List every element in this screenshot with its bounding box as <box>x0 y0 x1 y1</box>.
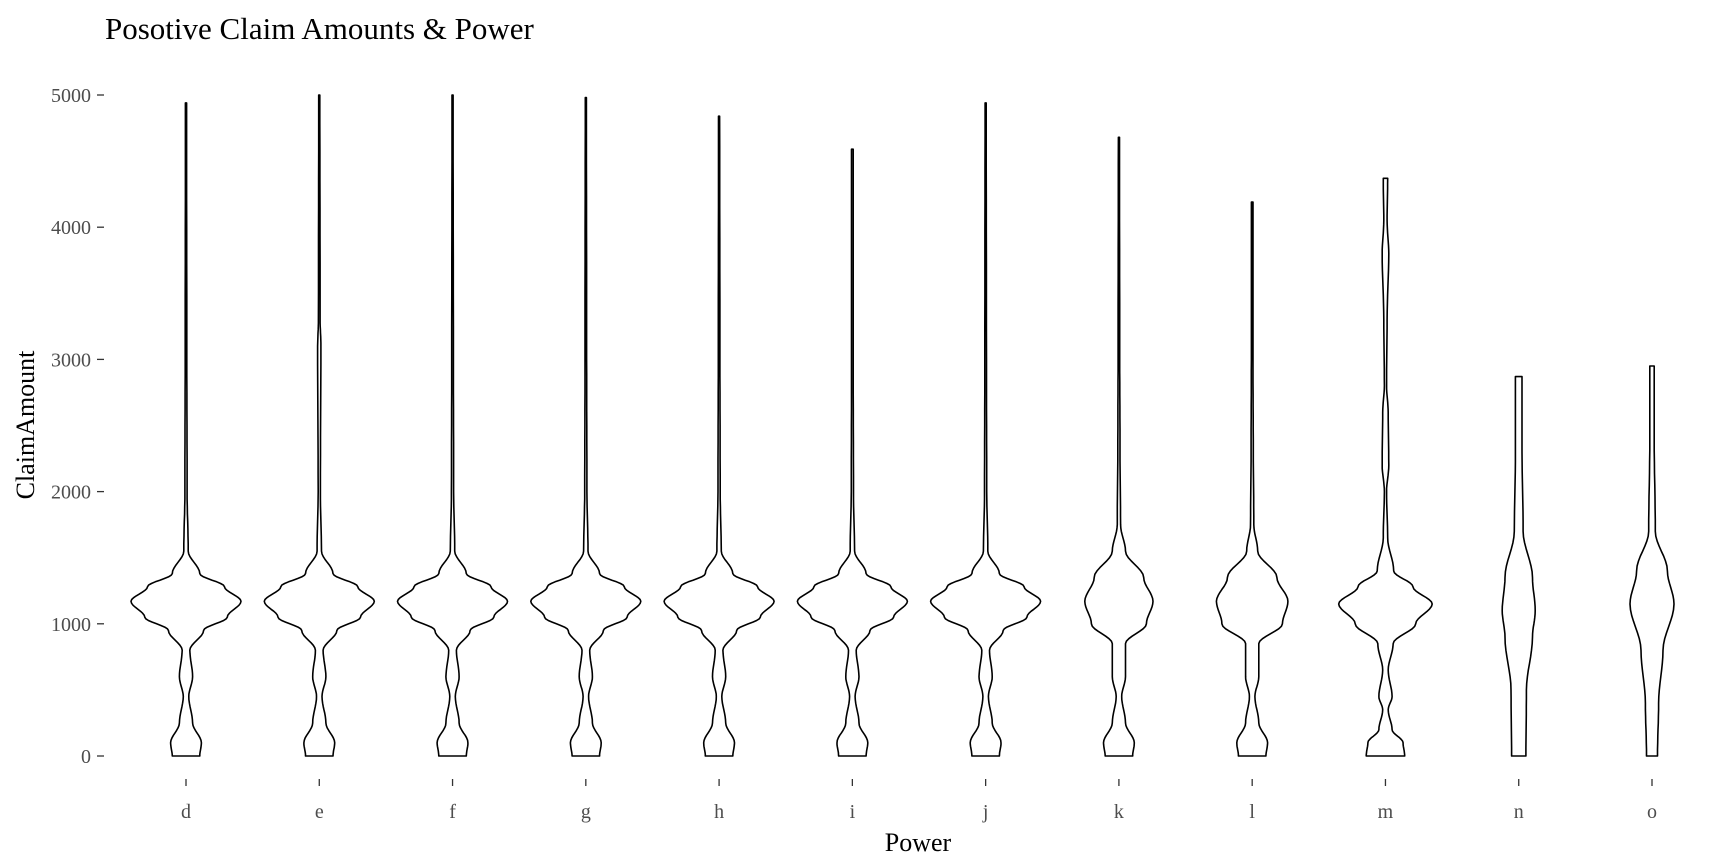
x-tick-label: d <box>181 801 191 823</box>
x-tick-label: f <box>449 801 456 823</box>
x-tick-label: o <box>1647 801 1657 823</box>
y-axis: 0 1000 2000 3000 4000 5000 <box>51 85 104 768</box>
y-tick-label: 3000 <box>51 349 91 371</box>
violin-e <box>263 94 376 757</box>
y-axis-title: ClaimAmount <box>11 350 40 500</box>
y-tick-label: 1000 <box>51 614 91 636</box>
violin-n <box>1501 375 1536 757</box>
violin-j <box>929 102 1042 757</box>
y-tick-label: 5000 <box>51 85 91 107</box>
y-tick-label: 0 <box>81 746 91 768</box>
violin-l <box>1215 201 1289 757</box>
y-tick-label: 2000 <box>51 482 91 504</box>
x-tick-label: e <box>315 801 324 823</box>
violin-d <box>130 102 242 757</box>
x-tick-label: m <box>1378 801 1394 823</box>
y-tick-label: 4000 <box>51 217 91 239</box>
x-tick-label: g <box>581 801 591 823</box>
x-tick-label: l <box>1249 801 1255 823</box>
violin-g <box>530 96 642 757</box>
x-axis-title: Power <box>885 828 952 857</box>
violins <box>130 94 1675 757</box>
x-tick-label: h <box>714 801 724 823</box>
violin-f <box>396 94 509 757</box>
chart-title: Posotive Claim Amounts & Power <box>105 11 535 46</box>
x-tick-label: j <box>982 801 989 823</box>
x-tick-label: k <box>1114 801 1124 823</box>
violin-m <box>1337 177 1433 757</box>
x-tick-label: i <box>850 801 856 823</box>
violin-k <box>1084 136 1154 757</box>
x-axis: d e f g h i j k l m n o <box>181 779 1657 823</box>
violin-i <box>796 148 909 757</box>
x-tick-label: n <box>1514 801 1524 823</box>
violin-h <box>663 115 775 757</box>
violin-o <box>1629 365 1675 757</box>
